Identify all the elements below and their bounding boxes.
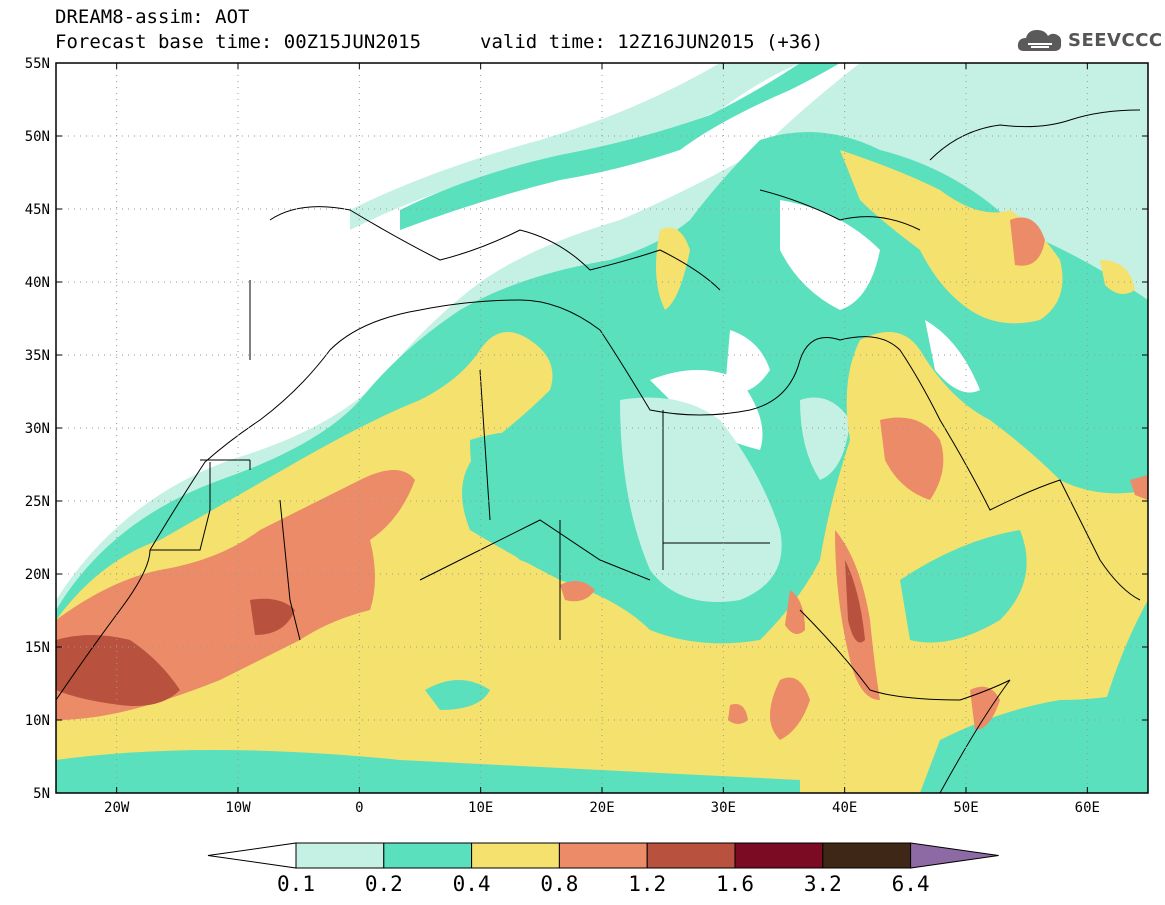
lat-tick-label: 45N — [25, 202, 50, 218]
colorbar-label: 0.2 — [364, 872, 403, 896]
colorbar-box — [471, 842, 560, 869]
colorbar — [207, 842, 999, 869]
cloud-icon — [1017, 30, 1062, 51]
lon-tick-label: 40E — [832, 800, 857, 816]
lon-tick-label: 50E — [953, 800, 978, 816]
lon-tick-label: 0 — [355, 800, 363, 816]
lat-tick-label: 5N — [33, 786, 50, 802]
lat-tick-label: 50N — [25, 129, 50, 145]
map-grid — [56, 63, 1148, 793]
lat-tick-label: 10N — [25, 713, 50, 729]
aot-field — [56, 63, 1148, 793]
colorbar-label: 0.8 — [540, 872, 579, 896]
lon-tick-label: 20E — [589, 800, 614, 816]
lon-tick-label: 10E — [468, 800, 493, 816]
valid-time: valid time: 12Z16JUN2015 (+36) — [480, 31, 824, 53]
colorbar-box — [558, 842, 648, 869]
colorbar-box — [646, 842, 736, 869]
colorbar-box — [734, 842, 824, 869]
lon-tick-label: 20W — [104, 800, 130, 816]
lat-tick-label: 20N — [25, 567, 50, 583]
colorbar-label: 1.6 — [716, 872, 754, 896]
colorbar-arrow-high — [910, 842, 999, 869]
colorbar-arrow-low — [207, 842, 297, 869]
colorbar-box — [822, 842, 912, 869]
colorbar-label: 0.1 — [277, 872, 315, 896]
logo-text: SEEVCCC — [1068, 29, 1163, 51]
aot-level-0.1-interior — [620, 397, 850, 602]
lat-tick-label: 15N — [25, 640, 50, 656]
colorbar-box — [383, 842, 473, 869]
lon-tick-label: 30E — [711, 800, 736, 816]
lat-tick-label: 30N — [25, 421, 50, 437]
lon-tick-label: 10W — [225, 800, 251, 816]
colorbar-label: 1.2 — [628, 872, 667, 896]
lon-tick-label: 60E — [1075, 800, 1100, 816]
seevccc-logo: SEEVCCC — [1016, 20, 1163, 60]
aot-level-1.2 — [56, 560, 865, 706]
lat-tick-label: 35N — [25, 348, 50, 364]
aot-level-0.2-interior — [56, 432, 1148, 793]
lat-tick-label: 40N — [25, 275, 50, 291]
colorbar-label: 0.4 — [452, 872, 491, 896]
map-axes: 5N 10N 15N 20N 25N 30N 35N 40N 45N 50N 55N 20W 10W 0 1… — [25, 56, 1148, 816]
forecast-base-time: Forecast base time: 00Z15JUN2015 — [55, 31, 422, 53]
colorbar-box — [295, 842, 385, 869]
colorbar-label: 3.2 — [803, 872, 842, 896]
coastlines — [56, 109, 1141, 793]
map-title: DREAM8-assim: AOT — [55, 6, 250, 28]
lat-tick-label: 25N — [25, 494, 50, 510]
lat-tick-label: 55N — [25, 56, 50, 72]
colorbar-label: 6.4 — [891, 872, 930, 896]
